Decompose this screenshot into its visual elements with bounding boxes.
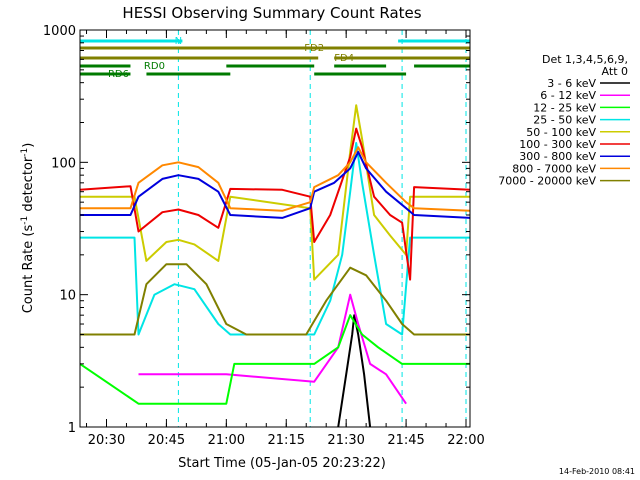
flag-label-n: N — [175, 36, 182, 47]
legend-label: 7000 - 20000 keV — [498, 175, 596, 188]
y-tick-label: 100 — [51, 156, 76, 171]
y-tick-label: 1 — [68, 421, 76, 436]
flag-label-rd0: RD0 — [144, 61, 165, 72]
legend-label: 100 - 300 keV — [519, 138, 596, 151]
legend-label: 300 - 800 keV — [519, 150, 596, 163]
legend-label: 25 - 50 keV — [533, 114, 596, 127]
y-axis-label-mid: detector — [21, 156, 36, 216]
legend-label: 3 - 6 keV — [547, 77, 596, 90]
chart-title: HESSI Observing Summary Count Rates — [122, 4, 421, 22]
x-tick-label: 20:30 — [88, 433, 125, 448]
x-tick-label: 21:15 — [268, 433, 305, 448]
y-tick-label: 10 — [59, 289, 76, 304]
x-tick-label: 22:00 — [447, 433, 484, 448]
y-tick-label: 1000 — [43, 24, 76, 39]
legend-header-line1: Det 1,3,4,5,6,9, — [542, 53, 628, 66]
x-tick-label: 21:45 — [387, 433, 424, 448]
legend-header-line2: Att 0 — [602, 65, 628, 78]
legend-label: 6 - 12 keV — [540, 89, 596, 102]
flag-label-fd2: FD2 — [304, 43, 324, 54]
x-tick-label: 21:00 — [208, 433, 245, 448]
series-line-6-12-kev — [138, 293, 407, 405]
series-line-50-100-kev — [80, 104, 470, 281]
y-axis-label-sup2: -1 — [20, 148, 30, 157]
series-line-12-25-kev — [79, 314, 470, 405]
series-line-3-6-kev — [337, 314, 372, 428]
legend-label: 12 - 25 keV — [533, 101, 596, 114]
series-line-100-300-kev — [79, 127, 471, 281]
flag-label-fd4: FD4 — [334, 53, 354, 64]
legend-label: 50 - 100 keV — [526, 126, 596, 139]
legend-label: 800 - 7000 keV — [512, 162, 596, 175]
y-axis-label-main: Count Rate (s — [21, 225, 36, 314]
y-axis-label-end: ) — [21, 143, 36, 148]
series-line-25-50-kev — [80, 142, 470, 336]
footer-date: 14-Feb-2010 08:41 — [559, 467, 635, 476]
x-tick-label: 21:30 — [327, 433, 364, 448]
x-tick-label: 20:45 — [148, 433, 185, 448]
y-axis-label-sup1: -1 — [20, 216, 30, 225]
y-axis-label: Count Rate (s-1 detector-1) — [20, 143, 36, 314]
flag-label-rd6: RD6 — [108, 69, 129, 80]
plot-area — [79, 29, 471, 428]
series-line-800-7000-kev — [80, 146, 471, 212]
series-line-300-800-kev — [80, 150, 471, 219]
x-axis-label: Start Time (05-Jan-05 20:23:22) — [178, 456, 386, 471]
series-line-7000-20000-kev — [80, 263, 470, 336]
